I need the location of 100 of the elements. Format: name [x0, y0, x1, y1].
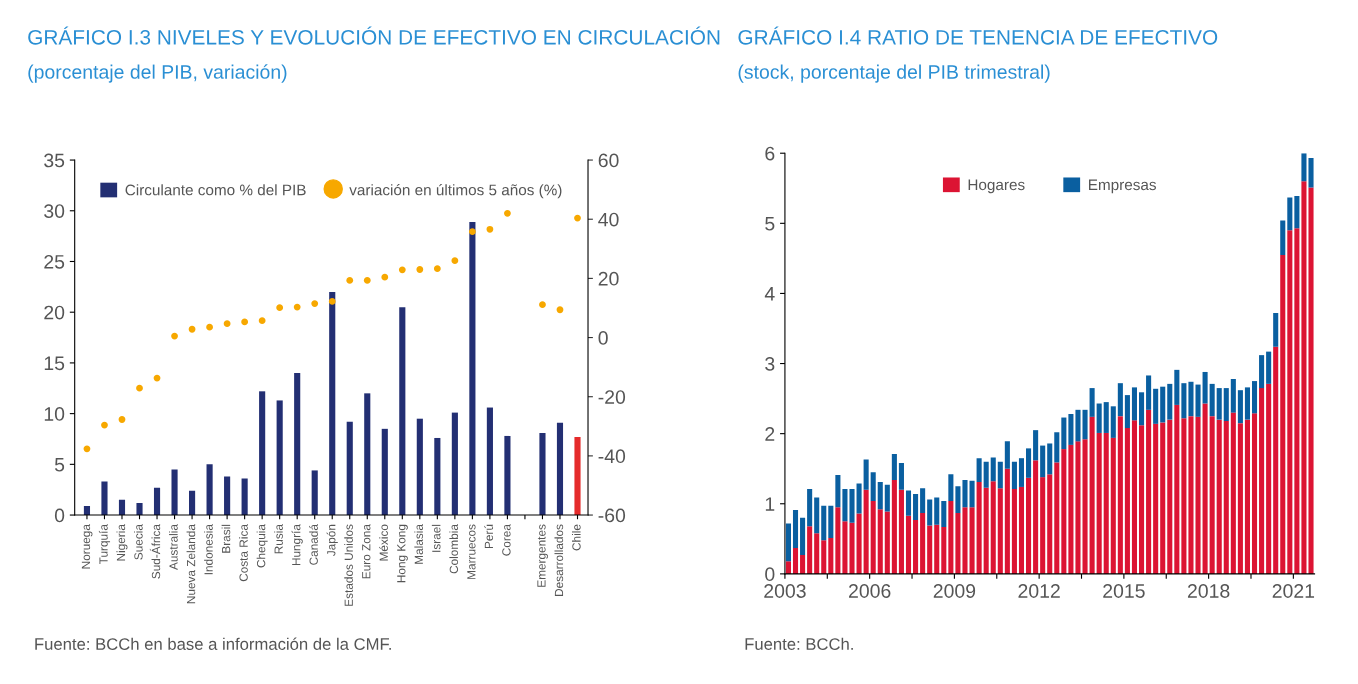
- bar: [997, 488, 1003, 574]
- bar: [294, 373, 301, 516]
- y-tick-label: 25: [44, 254, 65, 269]
- bar: [934, 497, 940, 525]
- bar: [1011, 489, 1017, 574]
- y-tick-label: 35: [44, 153, 65, 168]
- bar: [1026, 448, 1032, 478]
- bar: [1153, 423, 1159, 574]
- bar: [1181, 418, 1187, 574]
- bar: [469, 221, 476, 516]
- point: [328, 298, 336, 305]
- bar: [1047, 474, 1053, 574]
- bar: [1294, 195, 1300, 229]
- bar: [399, 307, 406, 516]
- bar: [1273, 313, 1279, 347]
- y-tick-label: 0: [765, 567, 775, 582]
- bar: [1160, 422, 1166, 574]
- bar: [877, 482, 883, 510]
- bar: [1138, 392, 1145, 426]
- bar: [807, 489, 813, 527]
- bar: [1047, 443, 1053, 475]
- bar: [1040, 477, 1046, 574]
- bar: [1004, 441, 1010, 469]
- bar: [800, 554, 806, 574]
- bar: [539, 432, 546, 516]
- point: [486, 225, 494, 233]
- bar: [884, 484, 890, 512]
- bar: [856, 483, 862, 514]
- point: [556, 306, 564, 314]
- bar: [955, 486, 961, 513]
- x-tick-label: México: [379, 524, 388, 561]
- x-tick-label: 2018: [1187, 584, 1230, 598]
- bar: [785, 523, 791, 562]
- bar: [1124, 428, 1130, 574]
- x-tick-label: 2015: [1103, 584, 1145, 598]
- bar: [241, 478, 248, 516]
- bar: [1308, 158, 1314, 188]
- point: [101, 421, 108, 429]
- bar: [1138, 425, 1145, 574]
- bar: [1061, 417, 1067, 450]
- x-tick-label: Desarrollados: [554, 524, 564, 596]
- y2-tick-label: -60: [598, 508, 626, 523]
- bar: [574, 436, 581, 516]
- bar: [814, 533, 820, 574]
- bar: [1160, 386, 1166, 423]
- x-tick-label: Hong Kong: [397, 524, 408, 583]
- bar: [891, 453, 897, 480]
- y2-tick-label: -40: [598, 449, 626, 464]
- bar: [504, 435, 511, 516]
- bar: [276, 400, 283, 516]
- point: [433, 265, 441, 273]
- y-tick-label: 5: [54, 458, 65, 472]
- x-tick-label: Suecia: [134, 524, 143, 560]
- y-tick-label: 20: [44, 305, 65, 320]
- bar: [870, 500, 876, 574]
- x-tick-label: Nueva Zelanda: [186, 524, 196, 604]
- bar: [983, 461, 989, 488]
- bar: [1089, 388, 1095, 417]
- point: [276, 304, 284, 312]
- y-tick-label: 10: [44, 407, 65, 421]
- bar: [101, 481, 108, 516]
- y-tick-label: 15: [44, 356, 65, 371]
- y2-tick-label: 60: [598, 153, 619, 168]
- x-tick-label: Estados Unidos: [344, 524, 353, 606]
- bar: [856, 513, 862, 574]
- point: [223, 320, 231, 328]
- bar: [913, 493, 919, 520]
- bar: [941, 500, 947, 527]
- bar: [983, 487, 989, 574]
- bar: [451, 412, 458, 516]
- bar: [814, 497, 820, 534]
- bar: [1280, 220, 1286, 255]
- bar: [800, 517, 806, 555]
- bar: [1018, 458, 1025, 487]
- bar: [1033, 430, 1039, 461]
- bar: [1223, 388, 1229, 422]
- x-tick-label: Indonesia: [204, 524, 213, 575]
- x-tick-label: Australia: [169, 524, 178, 570]
- point: [83, 445, 91, 453]
- x-tick-label: Chile: [572, 524, 581, 551]
- x-tick-label: Corea: [502, 524, 511, 556]
- bar: [870, 472, 876, 501]
- bar: [905, 515, 912, 574]
- bar: [311, 470, 318, 516]
- bar: [1216, 388, 1222, 420]
- x-tick-label: 2006: [849, 584, 891, 598]
- bar: [329, 291, 336, 516]
- bar: [1026, 477, 1032, 574]
- point: [241, 318, 249, 326]
- bar: [990, 481, 996, 574]
- bar: [1301, 181, 1307, 574]
- bar: [955, 512, 961, 574]
- x-tick-label: Nigeria: [116, 524, 128, 561]
- bar: [976, 458, 982, 483]
- bar: [1251, 413, 1258, 574]
- bar: [948, 474, 954, 501]
- bar: [941, 526, 947, 574]
- bar: [416, 418, 423, 516]
- point: [171, 332, 178, 340]
- bar: [153, 487, 161, 516]
